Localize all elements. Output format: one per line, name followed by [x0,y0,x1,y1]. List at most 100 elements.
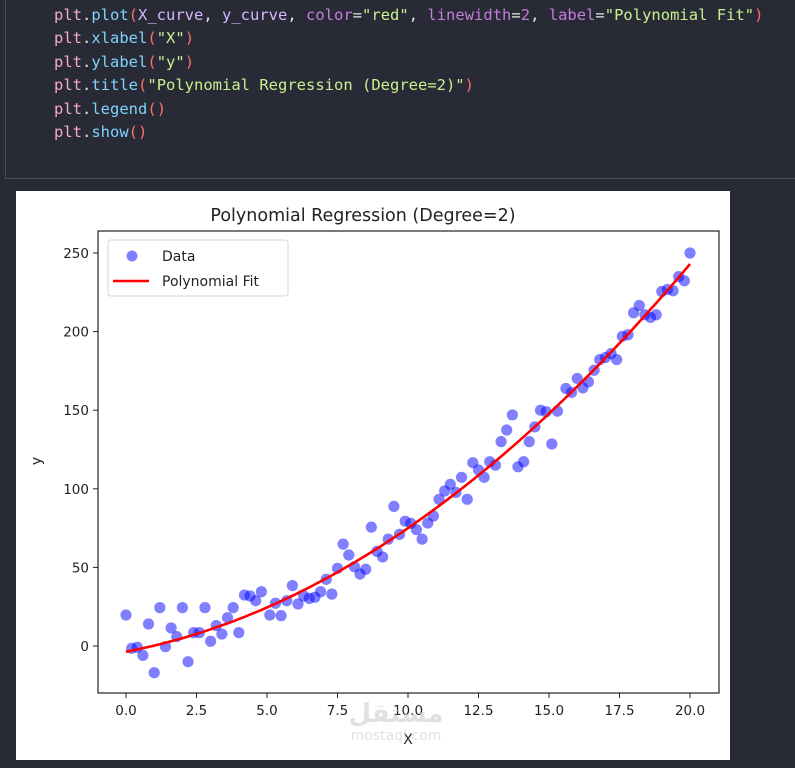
legend-data-marker-icon [126,250,138,262]
fit-curve [125,263,691,653]
polynomial-fit-line [125,263,691,653]
x-tick-label: 2.5 [186,703,207,719]
code-line: plt.xlabel("X") [54,27,763,50]
data-point [684,247,696,259]
data-point [221,612,234,624]
data-point [518,456,530,468]
x-tick-label: 17.5 [604,703,634,719]
code-token: "Polynomial Fit" [604,6,755,24]
data-point [120,609,132,621]
code-token: , [203,6,223,24]
data-point [275,610,287,622]
code-line: plt.plot(X_curve, y_curve, color="red", … [54,4,763,27]
data-point [501,424,513,436]
data-point [292,598,304,610]
code-line: plt.legend() [54,98,763,121]
code-cell[interactable]: plt.plot(X_curve, y_curve, color="red", … [5,0,795,179]
data-point [360,563,372,575]
y-axis-label: y [29,457,45,465]
data-point [433,493,445,505]
code-token: = [511,6,521,24]
data-point [233,627,245,639]
code-token: . [82,6,92,24]
code-token: ( [138,76,148,95]
legend-data-label: Data [162,249,195,265]
code-token: ) [464,76,474,95]
data-point [165,622,177,634]
code-line: plt.ylabel("y") [54,51,763,74]
code-token: linewidth [427,6,512,24]
code-token: ( [128,122,139,141]
data-point [255,586,267,598]
data-point [523,436,535,448]
data-point [416,533,428,545]
x-tick-label: 12.5 [463,703,493,719]
data-point [216,628,228,640]
code-token: ( [147,99,157,118]
y-tick-label: 200 [63,325,89,341]
code-token: , [530,6,549,24]
code-token: plt [54,122,82,141]
x-tick-label: 0.0 [115,703,136,719]
data-point [176,602,188,614]
code-token: legend [91,99,148,118]
code-token: . [82,52,92,71]
data-point [461,493,473,505]
data-point [343,549,355,561]
data-point [227,602,239,614]
code-token: plt [54,29,82,48]
data-point [365,521,377,533]
code-token: "X" [156,29,185,48]
code-token: "y" [156,52,185,71]
code-token: ) [184,29,195,48]
code-token: ( [128,6,139,24]
data-point [546,438,558,450]
code-token: plot [91,6,129,24]
code-token: = [595,6,605,24]
data-point [611,353,623,366]
code-token: , [408,6,428,24]
chart-figure: 0.0 2.5 5.0 7.5 10.0 12.5 15.0 17.5 20.0 0 50 100 15… [16,191,730,760]
chart-legend: Data Polynomial Fit [107,239,289,297]
data-point [148,667,160,679]
y-tick-label: 50 [72,560,89,576]
code-token: plt [54,6,82,24]
data-point [142,618,155,630]
axis-ticks: 0.0 2.5 5.0 7.5 10.0 12.5 15.0 17.5 20.0 0 50 100 15… [63,246,705,719]
data-point [506,409,518,421]
y-tick-label: 150 [63,403,89,419]
code-token: , [287,6,307,24]
code-token: ( [147,52,157,71]
code-token: "red" [362,6,409,24]
data-point [182,656,194,668]
y-tick-label: 250 [63,246,89,262]
code-line: plt.title("Polynomial Regression (Degree… [54,74,763,97]
data-point [633,299,645,312]
code-token: ) [138,122,148,141]
data-point [377,551,389,563]
y-tick-label: 0 [80,639,89,655]
code-token: ( [147,29,157,48]
code-token: ) [184,52,195,71]
data-point [326,588,338,600]
code-token: y_curve [222,6,288,24]
data-point [410,524,423,536]
code-token: plt [54,99,82,118]
data-point [264,609,276,621]
data-point [199,602,211,614]
data-point [250,595,262,607]
data-point [154,602,166,614]
code-token: ylabel [91,52,148,71]
code-editor[interactable]: plt.plot(X_curve, y_curve, color="red", … [54,4,763,144]
code-token: ) [754,6,764,24]
code-token: plt [54,52,82,71]
code-token: 2 [520,6,531,24]
data-point [678,275,690,287]
x-tick-label: 15.0 [534,703,564,719]
code-token: = [352,6,363,24]
data-point [286,580,298,592]
data-point [495,436,507,448]
code-token: "Polynomial Regression (Degree=2)" [147,76,465,95]
code-token: label [548,6,596,24]
code-token: xlabel [91,29,148,48]
